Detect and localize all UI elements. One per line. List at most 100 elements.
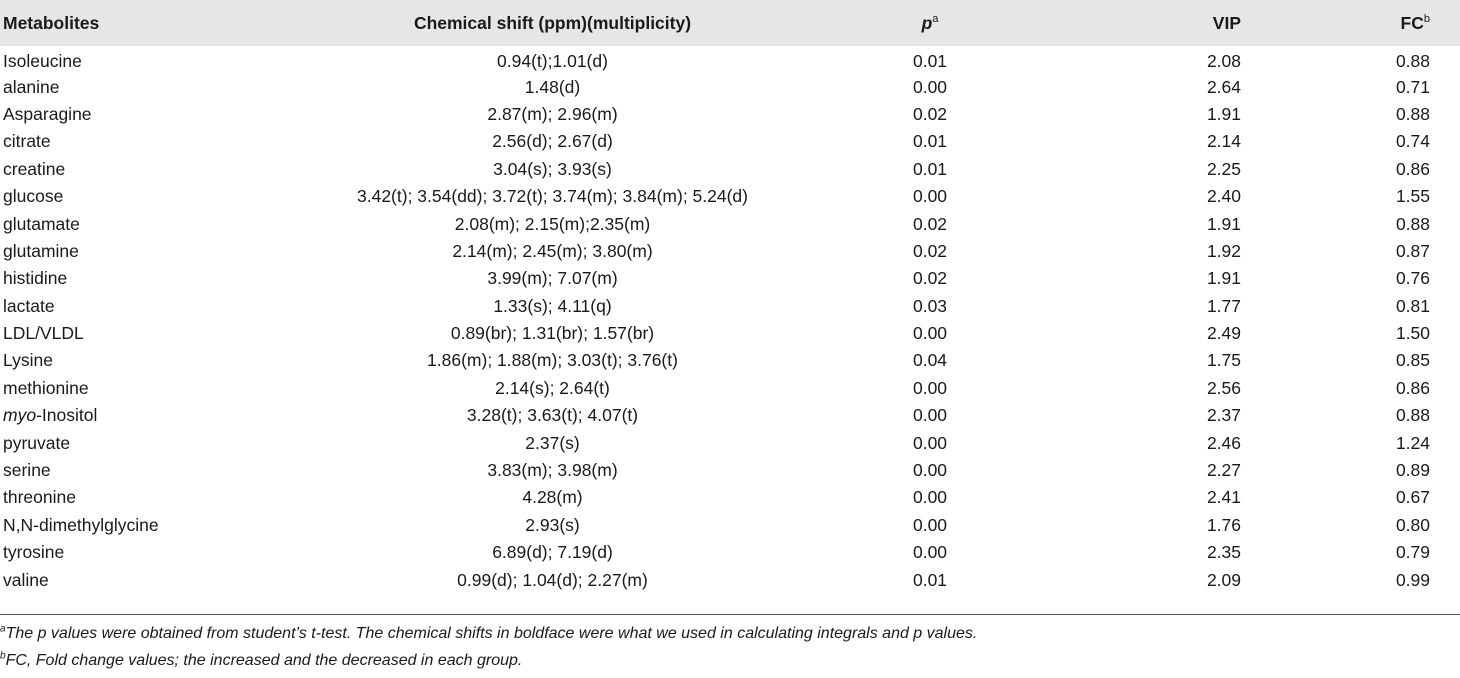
table-row: threonine 4.28(m) 0.00 2.41 0.67 bbox=[0, 484, 1460, 511]
header-fc: FCb bbox=[1271, 0, 1460, 46]
table-row: valine 0.99(d); 1.04(d); 2.27(m) 0.01 2.09 0… bbox=[0, 566, 1460, 593]
table-row: glucose 3.42(t); 3.54(dd); 3.72(t); 3.74(… bbox=[0, 183, 1460, 210]
cell-fc: 0.85 bbox=[1395, 350, 1430, 371]
cell-chemical-shift: 2.87(m); 2.96(m) bbox=[487, 103, 618, 124]
header-chemical-shift: Chemical shift (ppm)(multiplicity) bbox=[413, 12, 692, 33]
cell-metabolite: lactate bbox=[3, 295, 55, 316]
cell-metabolite: methionine bbox=[3, 377, 89, 398]
header-vip: VIP bbox=[1212, 12, 1241, 33]
cell-p-value: 0.00 bbox=[912, 405, 948, 426]
cell-fc: 0.89 bbox=[1395, 460, 1430, 481]
cell-metabolite: N,N-dimethylglycine bbox=[3, 514, 159, 535]
cell-vip: 1.91 bbox=[1206, 268, 1241, 289]
cell-vip: 2.27 bbox=[1206, 460, 1241, 481]
cell-vip: 1.76 bbox=[1206, 514, 1241, 535]
cell-p-value: 0.00 bbox=[912, 323, 948, 344]
footnote-b-text: FC, Fold change values; the increased an… bbox=[5, 652, 523, 669]
cell-vip: 2.41 bbox=[1206, 487, 1241, 508]
cell-vip: 1.75 bbox=[1206, 350, 1241, 371]
cell-vip: 2.08 bbox=[1206, 51, 1241, 72]
cell-metabolite: threonine bbox=[3, 487, 76, 508]
cell-fc: 0.71 bbox=[1395, 76, 1430, 97]
header-fc-label: FC bbox=[1400, 12, 1424, 33]
table-row: methionine 2.14(s); 2.64(t) 0.00 2.56 0.86 bbox=[0, 375, 1460, 402]
cell-fc: 0.76 bbox=[1395, 268, 1430, 289]
table-row: LDL/VLDL 0.89(br); 1.31(br); 1.57(br) 0.00… bbox=[0, 320, 1460, 347]
cell-chemical-shift: 2.56(d); 2.67(d) bbox=[492, 131, 613, 152]
cell-chemical-shift: 1.33(s); 4.11(q) bbox=[493, 295, 612, 316]
cell-p-value: 0.02 bbox=[912, 240, 948, 261]
metabolite-name-rest-part: -Inositol bbox=[36, 405, 98, 426]
cell-fc: 0.74 bbox=[1395, 131, 1430, 152]
cell-fc: 0.81 bbox=[1395, 295, 1430, 316]
cell-p-value: 0.00 bbox=[912, 76, 948, 97]
cell-metabolite: alanine bbox=[3, 76, 60, 97]
cell-fc: 0.88 bbox=[1395, 103, 1430, 124]
cell-fc: 0.86 bbox=[1395, 158, 1430, 179]
cell-fc: 0.80 bbox=[1395, 514, 1430, 535]
cell-vip: 1.91 bbox=[1206, 103, 1241, 124]
table-row: pyruvate 2.37(s) 0.00 2.46 1.24 bbox=[0, 429, 1460, 456]
cell-p-value: 0.00 bbox=[912, 186, 948, 207]
cell-fc: 1.50 bbox=[1395, 323, 1430, 344]
cell-metabolite: glutamate bbox=[3, 213, 80, 234]
cell-chemical-shift: 3.99(m); 7.07(m) bbox=[487, 268, 618, 289]
cell-fc: 1.24 bbox=[1395, 432, 1430, 453]
cell-fc: 1.55 bbox=[1395, 186, 1430, 207]
table-body: Isoleucine 0.94(t);1.01(d) 0.01 2.08 0.88 ala… bbox=[0, 46, 1460, 594]
cell-chemical-shift: 2.37(s) bbox=[525, 432, 580, 453]
cell-chemical-shift: 3.42(t); 3.54(dd); 3.72(t); 3.74(m); 3.8… bbox=[357, 186, 748, 207]
cell-vip: 1.77 bbox=[1206, 295, 1241, 316]
cell-vip: 2.35 bbox=[1206, 542, 1241, 563]
cell-fc: 0.87 bbox=[1395, 240, 1430, 261]
cell-p-value: 0.00 bbox=[912, 542, 948, 563]
cell-metabolite: creatine bbox=[3, 158, 66, 179]
cell-chemical-shift: 1.86(m); 1.88(m); 3.03(t); 3.76(t) bbox=[427, 350, 678, 371]
table-header: Metabolites Chemical shift (ppm)(multipl… bbox=[0, 0, 1460, 46]
cell-metabolite: tyrosine bbox=[3, 542, 65, 563]
cell-p-value: 0.02 bbox=[912, 103, 948, 124]
cell-p-value: 0.00 bbox=[912, 377, 948, 398]
cell-p-value: 0.02 bbox=[912, 213, 948, 234]
header-p: pa bbox=[805, 0, 1055, 46]
cell-chemical-shift: 4.28(m) bbox=[522, 487, 583, 508]
footnote-a-text: The p values were obtained from student’… bbox=[5, 625, 978, 642]
table-row: glutamate 2.08(m); 2.15(m);2.35(m) 0.02 1.9… bbox=[0, 210, 1460, 237]
cell-p-value: 0.03 bbox=[912, 295, 948, 316]
cell-chemical-shift: 2.93(s) bbox=[525, 514, 580, 535]
cell-metabolite: Isoleucine bbox=[3, 51, 82, 72]
cell-chemical-shift: 0.99(d); 1.04(d); 2.27(m) bbox=[457, 569, 648, 590]
table-row: myo-Inositol 3.28(t); 3.63(t); 4.07(t) 0.0… bbox=[0, 402, 1460, 429]
metabolites-table-container: Metabolites Chemical shift (ppm)(multipl… bbox=[0, 0, 1460, 594]
cell-p-value: 0.01 bbox=[912, 131, 948, 152]
table-row: Isoleucine 0.94(t);1.01(d) 0.01 2.08 0.88 bbox=[0, 46, 1460, 73]
cell-chemical-shift: 6.89(d); 7.19(d) bbox=[492, 542, 613, 563]
footnote-b-mark: b bbox=[0, 650, 6, 662]
header-fc-superscript: b bbox=[1423, 12, 1430, 25]
cell-metabolite: pyruvate bbox=[3, 432, 71, 453]
cell-fc: 0.88 bbox=[1395, 51, 1430, 72]
cell-fc: 0.88 bbox=[1395, 405, 1430, 426]
cell-chemical-shift: 0.89(br); 1.31(br); 1.57(br) bbox=[450, 323, 655, 344]
cell-chemical-shift: 3.28(t); 3.63(t); 4.07(t) bbox=[466, 405, 639, 426]
cell-chemical-shift: 1.48(d) bbox=[524, 76, 581, 97]
cell-vip: 2.49 bbox=[1206, 323, 1241, 344]
table-row: citrate 2.56(d); 2.67(d) 0.01 2.14 0.74 bbox=[0, 128, 1460, 155]
cell-fc: 0.79 bbox=[1395, 542, 1430, 563]
cell-p-value: 0.00 bbox=[912, 514, 948, 535]
metabolite-name-italic-part: myo bbox=[3, 405, 37, 426]
header-metabolites: Metabolites bbox=[3, 12, 100, 33]
cell-fc: 0.67 bbox=[1395, 487, 1430, 508]
cell-chemical-shift: 2.14(s); 2.64(t) bbox=[495, 377, 610, 398]
cell-vip: 2.14 bbox=[1206, 131, 1241, 152]
cell-metabolite: citrate bbox=[3, 131, 51, 152]
cell-metabolite: glucose bbox=[3, 186, 64, 207]
cell-metabolite: serine bbox=[3, 460, 51, 481]
cell-chemical-shift: 2.08(m); 2.15(m);2.35(m) bbox=[454, 213, 651, 234]
footnote-a: aThe p values were obtained from student… bbox=[0, 620, 1460, 647]
table-row: Lysine 1.86(m); 1.88(m); 3.03(t); 3.76(t)… bbox=[0, 347, 1460, 374]
table-row: N,N-dimethylglycine 2.93(s) 0.00 1.76 0.80 bbox=[0, 512, 1460, 539]
cell-metabolite: histidine bbox=[3, 268, 68, 289]
cell-fc: 0.88 bbox=[1395, 213, 1430, 234]
cell-p-value: 0.01 bbox=[912, 51, 948, 72]
